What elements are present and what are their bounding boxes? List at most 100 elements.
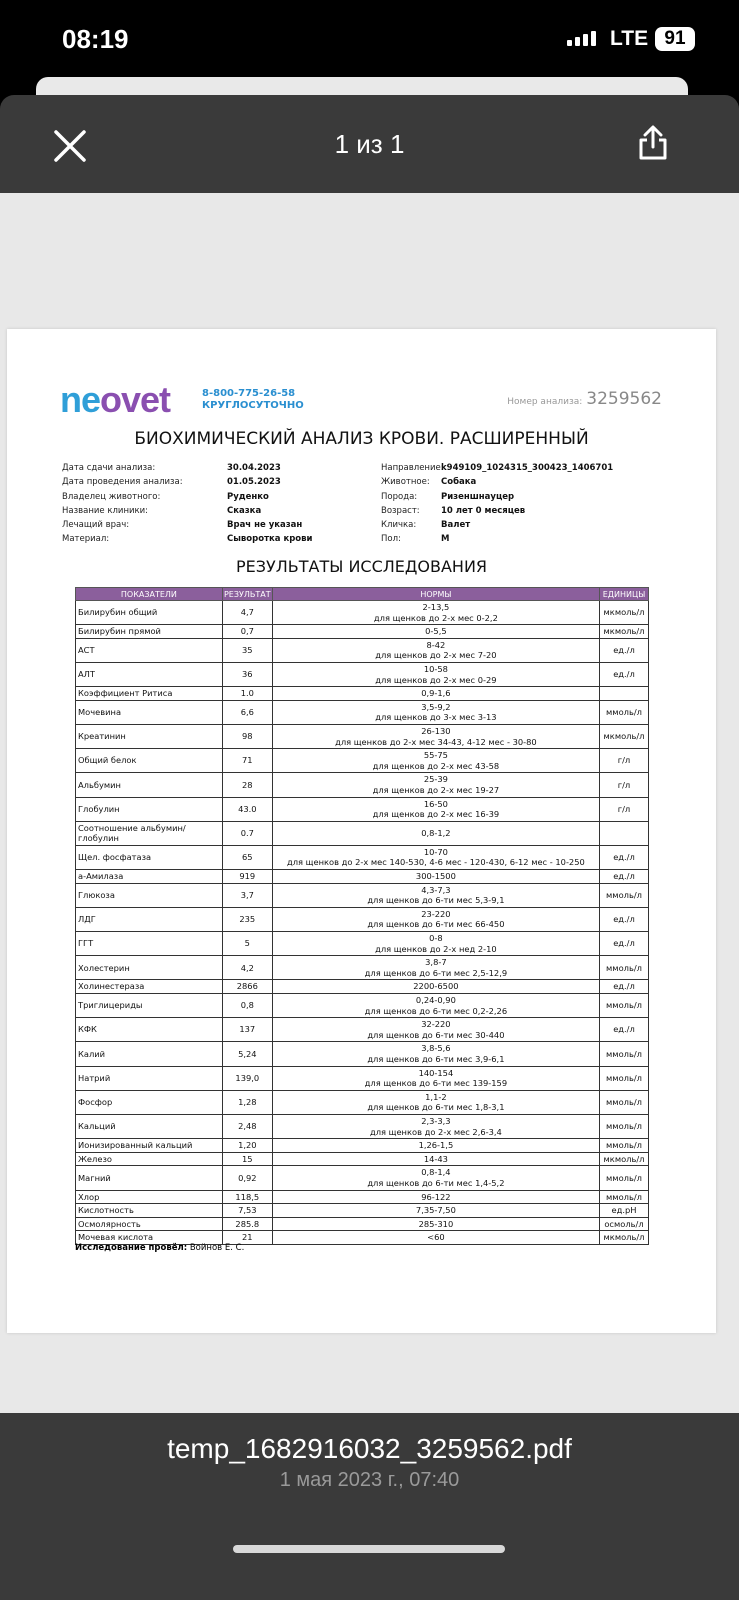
norm-puppy: для щенков до 6-ти мес 30-440: [367, 1029, 505, 1040]
meta-row: Направление: k949109_1024315_300423_14067…: [381, 461, 613, 475]
norm-cell: 0,24-0,90 для щенков до 6-ти мес 0,2-2,26: [271, 992, 601, 1019]
norm-adult: 3,8-7: [425, 957, 447, 968]
page-indicator: 1 из 1: [334, 129, 405, 159]
meta-value: Руденко: [227, 491, 269, 502]
indicator-name: Соотношение альбумин/глобулин: [75, 820, 223, 846]
table-row: Коэффициент Ритиса 1.0 0,9-1,6: [75, 686, 649, 701]
table-row: Магний 0,92 0,8-1,4 для щенков до 6-ти мес …: [75, 1165, 649, 1191]
col-header: НОРМЫ: [271, 587, 601, 601]
norm-adult: 55-75: [423, 750, 448, 761]
result-value: 1,20: [221, 1138, 273, 1153]
norm-cell: 3,8-7 для щенков до 6-ти мес 2,5-12,9: [271, 955, 601, 981]
norm-adult: 2-13,5: [422, 602, 450, 612]
norm-puppy: для щенков до 2-х мес 19-27: [372, 784, 500, 795]
norm-adult: 0,8-1,4: [421, 1167, 451, 1178]
unit: ед./л: [599, 906, 649, 933]
norm-cell: 4,3-7,3 для щенков до 6-ти мес 5,3-9,1: [271, 882, 601, 908]
meta-row: Название клиники: Сказка: [62, 504, 313, 518]
unit: ед./л: [599, 637, 649, 663]
result-value: 3,7: [221, 882, 273, 908]
norm-cell: 10-70 для щенков до 2-х мес 140-530, 4-6 …: [271, 844, 601, 871]
norm-adult: 10-70: [423, 846, 448, 857]
document-title: БИОХИМИЧЕСКИЙ АНАЛИЗ КРОВИ. РАСШИРЕННЫЙ: [134, 429, 589, 449]
result-value: 28: [221, 772, 273, 798]
norm-adult: 26-130: [421, 725, 451, 736]
indicator-name: Осмолярность: [75, 1216, 223, 1232]
col-header: РЕЗУЛЬТАТ: [221, 587, 273, 601]
table-row: Кислотность 7,53 7,35-7,50 ед.pH: [75, 1203, 649, 1218]
meta-key: Направление:: [381, 463, 444, 473]
meta-key: Название клиники:: [62, 505, 149, 516]
meta-value: М: [441, 534, 450, 545]
norm-cell: 1,1-2 для щенков до 6-ти мес 1,8-3,1: [271, 1089, 601, 1115]
norm-adult: 3,8-5,6: [421, 1043, 451, 1054]
table-row: Железо 15 14-43 мкмоль/л: [75, 1151, 649, 1167]
unit: ммоль/л: [599, 882, 649, 908]
norm-puppy: для щенков до 6-ти мес 5,3-9,1: [367, 895, 505, 906]
norm-adult: 3,5-9,2: [421, 701, 451, 712]
meta-row: Пол: М: [381, 532, 613, 546]
unit: ммоль/л: [599, 1138, 649, 1153]
unit: мкмоль/л: [599, 599, 649, 626]
norm-adult: 0,9-1,6: [421, 688, 451, 699]
result-value: 137: [221, 1017, 273, 1043]
table-row: ЛДГ 235 23-220 для щенков до 6-ти мес 66-45…: [75, 906, 649, 933]
result-value: 118,5: [221, 1189, 273, 1205]
indicator-name: Щел. фосфатаза: [75, 844, 223, 871]
meta-value: Сказка: [227, 505, 262, 516]
norm-puppy: для щенков до 2-х нед 2-10: [375, 943, 497, 954]
unit: мкмоль/л: [599, 1151, 649, 1167]
unit: ммоль/л: [599, 955, 649, 981]
table-row: а-Амилаза 919 300-1500 ед./л: [75, 869, 649, 884]
meta-value: Ризеншнауцер: [441, 491, 515, 502]
indicator-name: АЛТ: [75, 661, 223, 688]
home-indicator[interactable]: [233, 1545, 505, 1553]
norm-cell: 2-13,5 для щенков до 2-х мес 0-2,2: [271, 599, 601, 626]
table-row: Мочевина 6,6 3,5-9,2 для щенков до 3-х мес …: [75, 699, 649, 725]
share-icon[interactable]: [636, 125, 670, 161]
meta-key: Материал:: [62, 534, 110, 545]
result-value: 0,7: [221, 624, 273, 639]
meta-key: Дата проведения анализа:: [62, 477, 183, 488]
unit: осмоль/л: [599, 1216, 649, 1232]
norm-puppy: для щенков до 6-ти мес 1,8-3,1: [367, 1102, 505, 1113]
meta-left: Дата сдачи анализа: 30.04.2023 Дата провед…: [62, 461, 313, 547]
unit: мкмоль/л: [599, 1230, 649, 1245]
indicator-name: Общий белок: [75, 748, 223, 774]
norm-cell: 300-1500: [271, 869, 601, 884]
indicator-name: Билирубин прямой: [75, 624, 223, 639]
document-viewer[interactable]: neovet 8-800-775-26-58 КРУГЛОСУТОЧНО Номе…: [0, 193, 739, 1413]
meta-key: Возраст:: [381, 505, 420, 516]
indicator-name: Глобулин: [75, 796, 223, 822]
signer-name: Войнов Е. С.: [189, 1243, 245, 1253]
norm-adult: 14-43: [423, 1153, 448, 1164]
unit: [599, 820, 649, 846]
meta-value: k949109_1024315_300423_1406701: [441, 463, 614, 473]
norm-cell: 1,26-1,5: [271, 1138, 601, 1153]
viewer-toolbar: 1 из 1: [0, 95, 739, 193]
table-row: Глюкоза 3,7 4,3-7,3 для щенков до 6-ти мес …: [75, 882, 649, 908]
norm-puppy: для щенков до 2-х мес 0-2,2: [373, 612, 498, 623]
unit: ммоль/л: [599, 1113, 649, 1140]
norm-adult: 10-58: [423, 663, 448, 674]
meta-key: Дата сдачи анализа:: [62, 463, 156, 473]
indicator-name: Билирубин общий: [75, 599, 223, 626]
unit: ед./л: [599, 1017, 649, 1043]
meta-key: Пол:: [381, 534, 401, 545]
result-value: 98: [221, 723, 273, 750]
meta-row: Возраст: 10 лет 0 месяцев: [381, 504, 613, 518]
result-value: 4,7: [221, 599, 273, 626]
norm-puppy: для щенков до 6-ти мес 139-159: [364, 1078, 508, 1089]
table-row: Общий белок 71 55-75 для щенков до 2-х мес …: [75, 748, 649, 774]
norm-cell: 23-220 для щенков до 6-ти мес 66-450: [271, 906, 601, 933]
phone-number: 8-800-775-26-58: [202, 388, 296, 399]
close-icon[interactable]: [52, 128, 88, 164]
norm-puppy: для щенков до 2-х мес 2,6-3,4: [369, 1126, 502, 1137]
pdf-page: neovet 8-800-775-26-58 КРУГЛОСУТОЧНО Номе…: [7, 329, 716, 1333]
norm-puppy: для щенков до 6-ти мес 0,2-2,26: [364, 1005, 508, 1016]
unit: ед.pH: [599, 1203, 649, 1218]
meta-right: Направление: k949109_1024315_300423_14067…: [381, 461, 613, 547]
indicator-name: Калий: [75, 1041, 223, 1067]
norm-adult: 2200-6500: [413, 981, 459, 992]
norm-cell: 2,3-3,3 для щенков до 2-х мес 2,6-3,4: [271, 1113, 601, 1140]
